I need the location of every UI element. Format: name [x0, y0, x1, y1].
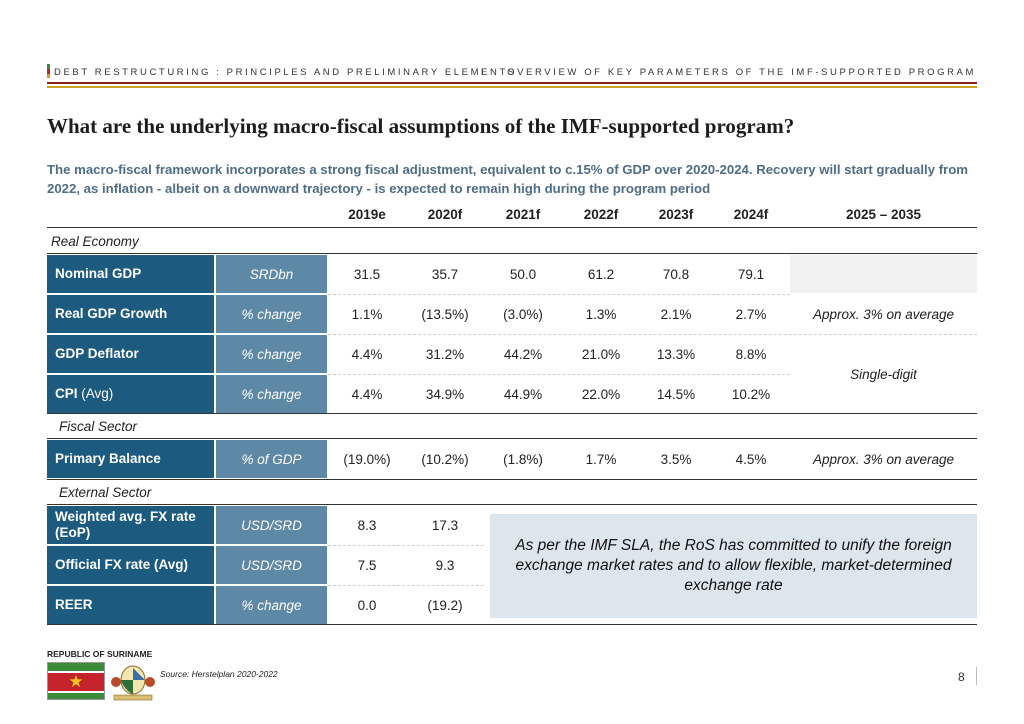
- table-cell: 2.7%: [735, 306, 767, 322]
- table-cell: 4.4%: [351, 386, 383, 402]
- row-divider: [328, 374, 790, 375]
- table-cell: 14.5%: [656, 386, 696, 402]
- section-label-external-sector: External Sector: [59, 485, 152, 500]
- header-rule-red: [47, 82, 977, 84]
- column-header-2019e: 2019e: [348, 207, 386, 222]
- header-subsection-title: I OVERVIEW OF KEY PARAMETERS OF THE IMF-…: [481, 67, 976, 78]
- table-cell: 1.3%: [585, 306, 617, 322]
- table-cell: 7.5: [357, 557, 377, 573]
- table-cell: 44.9%: [503, 386, 543, 402]
- table-cell: 70.8: [662, 266, 690, 282]
- table-cell: (19.0%): [343, 451, 391, 467]
- row-label-cpi: CPI (Avg): [47, 375, 214, 413]
- header-color-mark: [47, 64, 50, 78]
- row-unit: % change: [216, 375, 327, 413]
- row-unit: USD/SRD: [216, 506, 327, 544]
- section-rule: [47, 479, 977, 480]
- table-cell: (10.2%): [421, 451, 469, 467]
- table-cell: 4.4%: [351, 346, 383, 362]
- header-rule-gold: [47, 86, 977, 88]
- cpi-label-suffix: (Avg): [81, 386, 114, 401]
- row-unit: % of GDP: [216, 440, 327, 478]
- table-cell: 44.2%: [503, 346, 543, 362]
- row-divider: [328, 545, 484, 546]
- column-header-2024f: 2024f: [733, 207, 769, 222]
- table-cell: 17.3: [431, 517, 459, 533]
- row-unit: SRDbn: [216, 255, 327, 293]
- table-cell: 1.7%: [585, 451, 617, 467]
- column-header-2021f: 2021f: [505, 207, 541, 222]
- table-cell: 8.8%: [735, 346, 767, 362]
- footer-country-name: REPUBLIC OF SURINAME: [47, 649, 153, 659]
- blank-note-cell: [790, 255, 977, 293]
- table-cell: 35.7: [431, 266, 459, 282]
- table-cell: (1.8%): [503, 451, 543, 467]
- table-cell: 8.3: [357, 517, 377, 533]
- fx-commitment-callout: As per the IMF SLA, the RoS has committe…: [490, 514, 977, 618]
- page-subtitle: The macro-fiscal framework incorporates …: [47, 162, 968, 196]
- row-label-gdp-deflator: GDP Deflator: [47, 335, 214, 373]
- page-title: What are the underlying macro-fiscal ass…: [47, 114, 795, 138]
- table-cell: 22.0%: [581, 386, 621, 402]
- row-unit: % change: [216, 586, 327, 624]
- table-cell: (13.5%): [421, 306, 469, 322]
- row-unit: % change: [216, 295, 327, 333]
- column-header-2020f: 2020f: [427, 207, 463, 222]
- table-cell: 9.3: [435, 557, 455, 573]
- table-cell: 34.9%: [425, 386, 465, 402]
- section-rule: [47, 253, 977, 254]
- row-label-primary-balance: Primary Balance: [47, 440, 214, 478]
- table-cell: 79.1: [737, 266, 765, 282]
- header-section-title: DEBT RESTRUCTURING : PRINCIPLES AND PREL…: [54, 67, 517, 78]
- table-top-rule: [47, 227, 977, 228]
- row-label-real-gdp-growth: Real GDP Growth: [47, 295, 214, 333]
- row-divider: [328, 585, 484, 586]
- table-cell: 61.2: [587, 266, 615, 282]
- page-number-divider: [976, 667, 977, 685]
- table-cell: (19.2): [427, 597, 463, 613]
- section-rule: [47, 438, 977, 439]
- row-unit: % change: [216, 335, 327, 373]
- row-label-weighted-fx-rate: Weighted avg. FX rate (EoP): [47, 506, 214, 544]
- row-label-official-fx-rate: Official FX rate (Avg): [47, 546, 214, 584]
- header-subsection-text: OVERVIEW OF KEY PARAMETERS OF THE IMF-SU…: [507, 67, 976, 78]
- section-rule: [47, 504, 977, 505]
- section-rule: [47, 413, 977, 414]
- note-real-gdp-growth: Approx. 3% on average: [812, 306, 955, 322]
- column-header-2023f: 2023f: [658, 207, 694, 222]
- table-cell: 3.5%: [660, 451, 692, 467]
- table-cell: 0.0: [357, 597, 377, 613]
- table-cell: 50.0: [509, 266, 537, 282]
- row-label-reer: REER: [47, 586, 214, 624]
- source-note: Source: Herstelplan 2020-2022: [160, 669, 278, 679]
- suriname-flag-icon: ★: [47, 662, 105, 700]
- row-label-nominal-gdp: Nominal GDP: [47, 255, 214, 293]
- table-cell: 4.5%: [735, 451, 767, 467]
- cpi-label: CPI: [55, 386, 78, 401]
- column-header-2025-2035: 2025 – 2035: [845, 207, 922, 222]
- table-cell: 21.0%: [581, 346, 621, 362]
- note-primary-balance: Approx. 3% on average: [812, 451, 955, 467]
- note-single-digit: Single-digit: [850, 366, 917, 382]
- table-cell: 31.5: [353, 266, 381, 282]
- table-cell: 1.1%: [351, 306, 383, 322]
- section-label-fiscal-sector: Fiscal Sector: [59, 419, 138, 434]
- table-cell: 31.2%: [425, 346, 465, 362]
- table-cell: 10.2%: [731, 386, 771, 402]
- table-cell: (3.0%): [503, 306, 543, 322]
- header-separator: I: [480, 67, 487, 78]
- row-divider: [328, 334, 977, 335]
- row-unit: USD/SRD: [216, 546, 327, 584]
- coat-of-arms-icon: [111, 665, 155, 701]
- row-divider: [328, 294, 790, 295]
- section-label-real-economy: Real Economy: [51, 234, 139, 249]
- column-header-2022f: 2022f: [583, 207, 619, 222]
- table-cell: 13.3%: [656, 346, 696, 362]
- table-bottom-rule: [47, 624, 977, 625]
- table-cell: 2.1%: [660, 306, 692, 322]
- page-number: 8: [958, 670, 965, 684]
